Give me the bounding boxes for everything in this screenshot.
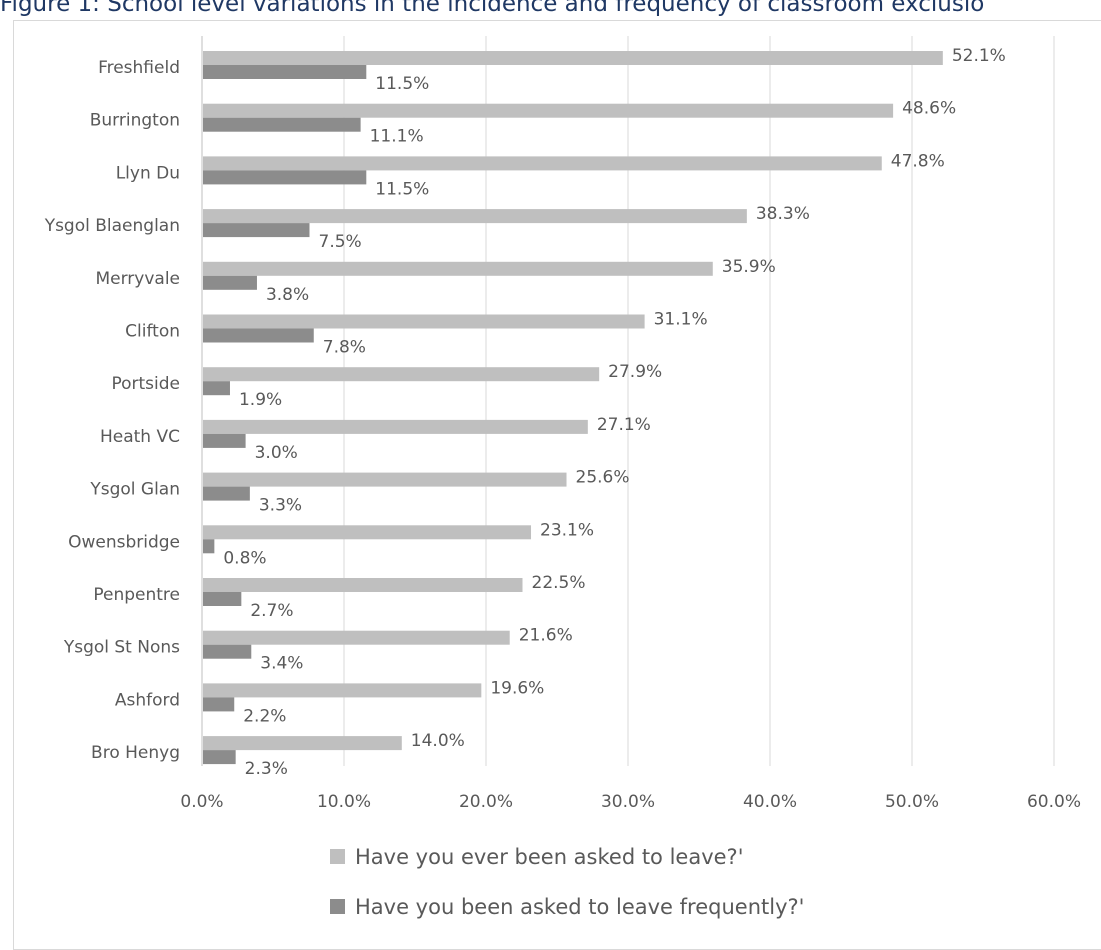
- data-label: 7.8%: [323, 338, 366, 358]
- category-label: Ysgol St Nons: [63, 638, 180, 658]
- data-label: 11.5%: [375, 179, 429, 199]
- bar: [203, 381, 230, 396]
- data-label: 22.5%: [532, 573, 586, 593]
- bar: [203, 592, 242, 606]
- x-tick-label: 10.0%: [317, 792, 371, 812]
- bar: [203, 65, 367, 79]
- legend-swatch: [330, 899, 345, 914]
- data-label: 3.4%: [260, 654, 303, 674]
- data-label: 2.2%: [243, 706, 286, 726]
- bar: [203, 261, 713, 276]
- bar: [203, 156, 882, 171]
- bar: [203, 367, 600, 382]
- data-label: 14.0%: [411, 731, 465, 751]
- category-label: Portside: [111, 374, 180, 394]
- bar: [203, 170, 367, 185]
- category-label: Burrington: [90, 111, 180, 131]
- x-tick-label: 60.0%: [1027, 792, 1081, 812]
- data-label: 19.6%: [490, 678, 544, 698]
- data-label: 27.9%: [608, 362, 662, 382]
- data-label: 35.9%: [722, 257, 776, 277]
- data-label: 11.1%: [370, 127, 424, 147]
- bar: [203, 736, 402, 751]
- category-label: Freshfield: [98, 58, 180, 78]
- data-label: 2.3%: [245, 759, 288, 779]
- category-label: Ysgol Glan: [89, 480, 180, 500]
- bar: [203, 525, 532, 540]
- bar: [203, 433, 246, 448]
- data-label: 31.1%: [654, 310, 708, 330]
- legend-label: Have you ever been asked to leave?': [355, 845, 743, 869]
- data-label: 1.9%: [239, 390, 282, 410]
- data-label: 3.3%: [259, 496, 302, 516]
- data-label: 7.5%: [319, 232, 362, 252]
- x-tick-label: 20.0%: [459, 792, 513, 812]
- legend-swatch: [330, 849, 345, 864]
- category-label: Llyn Du: [116, 163, 180, 183]
- chart-title: Figure 1: School level variations in the…: [0, 0, 985, 17]
- legend-label: Have you been asked to leave frequently?…: [355, 895, 804, 919]
- bar: [203, 223, 310, 238]
- bar: [203, 275, 257, 290]
- data-label: 52.1%: [952, 46, 1006, 66]
- bar: [203, 750, 236, 765]
- bar: [203, 539, 215, 554]
- bar: [203, 209, 747, 224]
- x-tick-label: 0.0%: [180, 792, 223, 812]
- data-label: 11.5%: [375, 74, 429, 94]
- x-tick-label: 40.0%: [743, 792, 797, 812]
- category-label: Clifton: [125, 322, 180, 342]
- bar: [203, 683, 482, 698]
- data-label: 38.3%: [756, 204, 810, 224]
- data-label: 47.8%: [891, 151, 945, 171]
- category-label: Ysgol Blaenglan: [44, 216, 180, 236]
- bar: [203, 578, 523, 592]
- bar: [203, 697, 235, 712]
- data-label: 2.7%: [250, 601, 293, 621]
- bar: [203, 51, 943, 65]
- bar: [203, 472, 567, 487]
- data-label: 48.6%: [902, 99, 956, 119]
- bar: [203, 630, 510, 645]
- data-label: 3.0%: [255, 443, 298, 463]
- bar: [203, 314, 645, 329]
- bar: [203, 644, 252, 659]
- data-label: 0.8%: [223, 548, 266, 568]
- x-tick-label: 30.0%: [601, 792, 655, 812]
- data-label: 23.1%: [540, 520, 594, 540]
- bar: [203, 117, 361, 132]
- bar: [203, 486, 250, 501]
- bar: [203, 103, 894, 118]
- bar: [203, 328, 314, 343]
- category-label: Heath VC: [100, 427, 180, 447]
- data-label: 3.8%: [266, 285, 309, 305]
- category-label: Owensbridge: [68, 532, 180, 552]
- data-label: 27.1%: [597, 415, 651, 435]
- category-label: Penpentre: [93, 585, 180, 605]
- data-label: 25.6%: [576, 468, 630, 488]
- x-tick-label: 50.0%: [885, 792, 939, 812]
- category-label: Merryvale: [95, 269, 180, 289]
- bar: [203, 419, 588, 434]
- category-label: Ashford: [115, 690, 180, 710]
- data-label: 21.6%: [519, 626, 573, 646]
- category-label: Bro Henyg: [91, 743, 180, 763]
